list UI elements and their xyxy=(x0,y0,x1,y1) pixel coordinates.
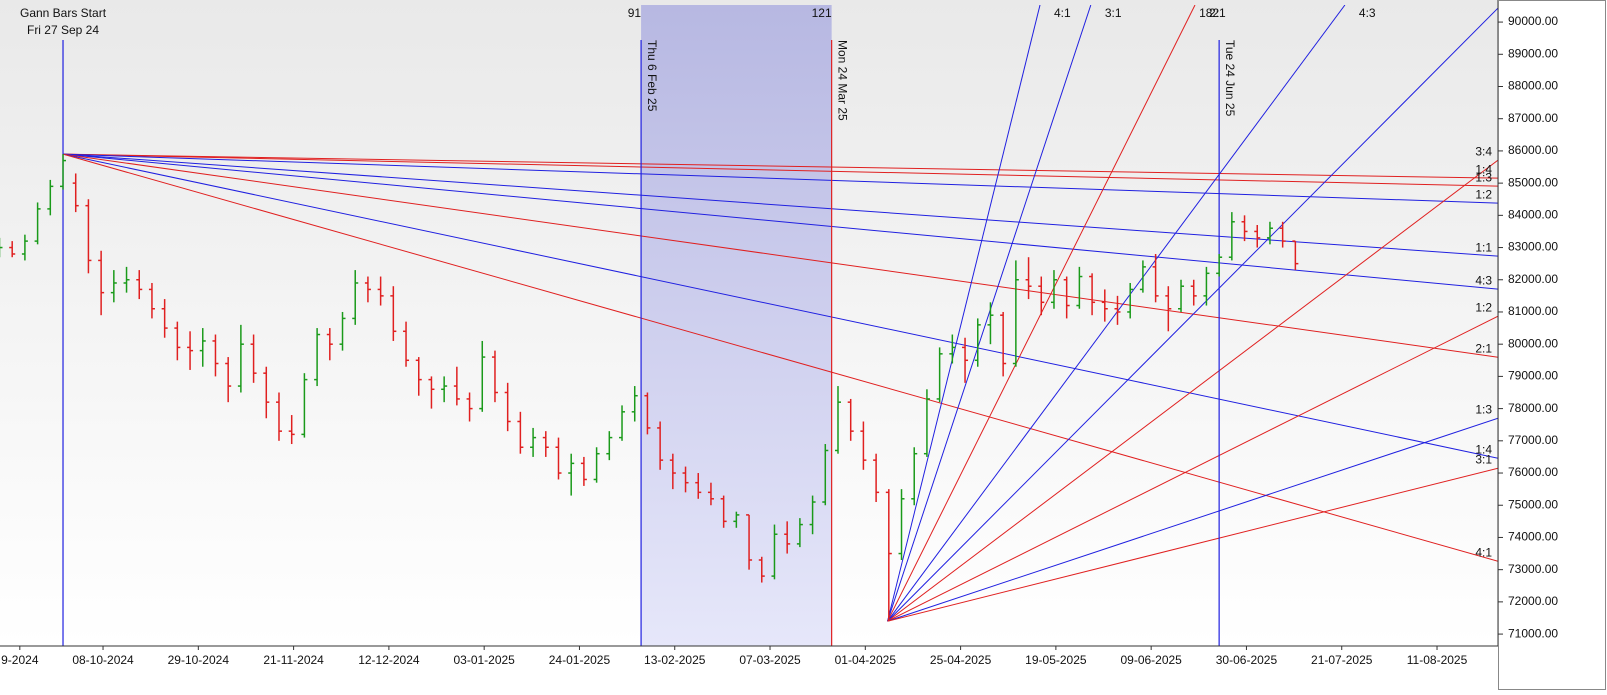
gann-line xyxy=(62,153,1498,562)
y-tick-label: 80000.00 xyxy=(1508,336,1558,350)
gann-line xyxy=(62,153,1498,204)
x-tick-label: 21-11-2024 xyxy=(263,653,324,667)
gann-line xyxy=(887,5,1346,622)
gann-label: 1:4 xyxy=(1475,162,1492,176)
gann-label: 2:1 xyxy=(1475,341,1492,355)
y-tick-label: 89000.00 xyxy=(1508,46,1558,60)
gann-label: 4:3 xyxy=(1359,6,1376,20)
y-tick-label: 85000.00 xyxy=(1508,175,1558,189)
gann-label: 1:3 xyxy=(1475,402,1492,416)
y-tick-label: 88000.00 xyxy=(1508,79,1558,93)
x-tick-label: 08-10-2024 xyxy=(72,653,134,667)
y-tick-label: 84000.00 xyxy=(1508,208,1558,222)
gann-line xyxy=(63,153,1498,187)
time-line-date: Mon 24 Mar 25 xyxy=(835,40,849,121)
x-tick-label: 09-06-2025 xyxy=(1120,653,1182,667)
time-line-label: 182 xyxy=(1199,6,1219,20)
x-tick-label: 03-01-2025 xyxy=(453,653,515,667)
y-tick-label: 83000.00 xyxy=(1508,240,1558,254)
gann-line xyxy=(887,315,1498,622)
overlay: 1:41:31:21:14:32:11:44:14:1 3:1 2:1 4:33:41… xyxy=(20,6,1492,559)
y-tick-label: 86000.00 xyxy=(1508,143,1558,157)
y-tick-label: 87000.00 xyxy=(1508,111,1558,125)
x-tick-label: 07-03-2025 xyxy=(739,653,801,667)
y-tick-label: 77000.00 xyxy=(1508,433,1558,447)
start-label: Gann Bars Start xyxy=(20,6,107,20)
gann-label: 1:4 xyxy=(1475,442,1492,456)
y-tick-label: 72000.00 xyxy=(1508,594,1558,608)
gann-label: 1:2 xyxy=(1475,187,1492,201)
gann-line xyxy=(63,153,1498,179)
y-tick-label: 74000.00 xyxy=(1508,530,1558,544)
y-tick-label: 79000.00 xyxy=(1508,369,1558,383)
gann-line xyxy=(887,417,1498,622)
shaded-zone xyxy=(641,5,832,646)
time-line-date: Tue 24 Jun 25 xyxy=(1223,40,1237,117)
x-tick-label: 30-06-2025 xyxy=(1216,653,1278,667)
y-tick-label: 81000.00 xyxy=(1508,304,1558,318)
gann-label: 1:3 xyxy=(1475,170,1492,184)
x-tick-label: 24-01-2025 xyxy=(549,653,611,667)
gann-line xyxy=(62,153,1498,459)
gann-line xyxy=(887,159,1498,622)
y-tick-label: 75000.00 xyxy=(1508,497,1558,511)
x-tick-label: 13-02-2025 xyxy=(644,653,706,667)
gann-label: 2:1 xyxy=(1209,6,1226,20)
gann-label: 3:4 xyxy=(1475,144,1492,158)
gann-line xyxy=(887,5,1092,622)
y-tick-label: 71000.00 xyxy=(1508,626,1558,640)
x-tick-label: 11-08-2025 xyxy=(1407,653,1468,667)
gann-label: 3:1 xyxy=(1105,6,1122,20)
x-tick-label: 29-10-2024 xyxy=(168,653,230,667)
y-tick-label: 90000.00 xyxy=(1508,14,1558,28)
gann-line xyxy=(887,7,1498,622)
start-date: Fri 27 Sep 24 xyxy=(27,23,99,37)
gann-label: 3:1 xyxy=(1475,452,1492,466)
time-line-label: 91 xyxy=(628,6,642,20)
x-tick-label: 12-12-2024 xyxy=(358,653,420,667)
y-tick-label: 78000.00 xyxy=(1508,401,1558,415)
y-tick-label: 76000.00 xyxy=(1508,465,1558,479)
gann-line xyxy=(62,153,1498,358)
time-line-date: Thu 6 Feb 25 xyxy=(645,40,659,112)
x-tick-label: 21-07-2025 xyxy=(1311,653,1373,667)
gann-label: 4:1 xyxy=(1475,545,1492,559)
gann-line xyxy=(887,467,1498,622)
gann-label: 4:3 xyxy=(1475,273,1492,287)
time-line-label: 121 xyxy=(812,6,832,20)
y-tick-label: 73000.00 xyxy=(1508,562,1558,576)
gann-line xyxy=(62,153,1498,290)
plot-area xyxy=(0,5,1498,646)
gann-label: 1:2 xyxy=(1475,300,1492,314)
x-tick-label: 9-2024 xyxy=(1,653,39,667)
gann-line xyxy=(887,5,1041,622)
y-tick-label: 82000.00 xyxy=(1508,272,1558,286)
gann-label: 1:1 xyxy=(1475,240,1492,254)
x-tick-label: 25-04-2025 xyxy=(930,653,992,667)
x-tick-label: 19-05-2025 xyxy=(1025,653,1087,667)
gann-line xyxy=(62,153,1498,257)
x-tick-label: 01-04-2025 xyxy=(835,653,897,667)
gann-label: 4:1 xyxy=(1054,6,1071,20)
